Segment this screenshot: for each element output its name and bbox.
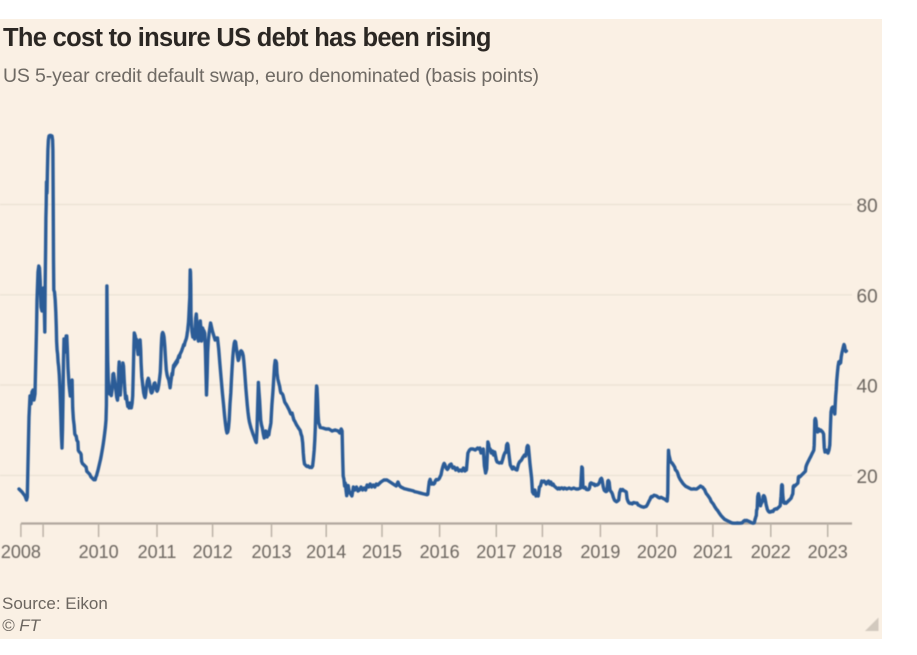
svg-text:2014: 2014 xyxy=(306,542,346,562)
svg-text:2012: 2012 xyxy=(193,542,233,562)
svg-text:40: 40 xyxy=(857,377,878,398)
svg-text:2020: 2020 xyxy=(637,542,677,562)
svg-text:2015: 2015 xyxy=(362,542,402,562)
svg-text:80: 80 xyxy=(857,196,878,217)
svg-text:2016: 2016 xyxy=(420,542,460,562)
svg-text:20: 20 xyxy=(857,467,878,488)
svg-text:2008: 2008 xyxy=(1,542,41,562)
svg-text:2022: 2022 xyxy=(751,542,791,562)
svg-text:2021: 2021 xyxy=(693,542,733,562)
svg-text:2017: 2017 xyxy=(476,542,516,562)
svg-text:2018: 2018 xyxy=(522,542,562,562)
svg-text:2019: 2019 xyxy=(580,542,620,562)
svg-text:2010: 2010 xyxy=(79,542,119,562)
svg-text:2023: 2023 xyxy=(808,542,848,562)
svg-text:2013: 2013 xyxy=(251,542,291,562)
svg-text:2011: 2011 xyxy=(138,542,177,562)
svg-text:60: 60 xyxy=(857,286,878,307)
